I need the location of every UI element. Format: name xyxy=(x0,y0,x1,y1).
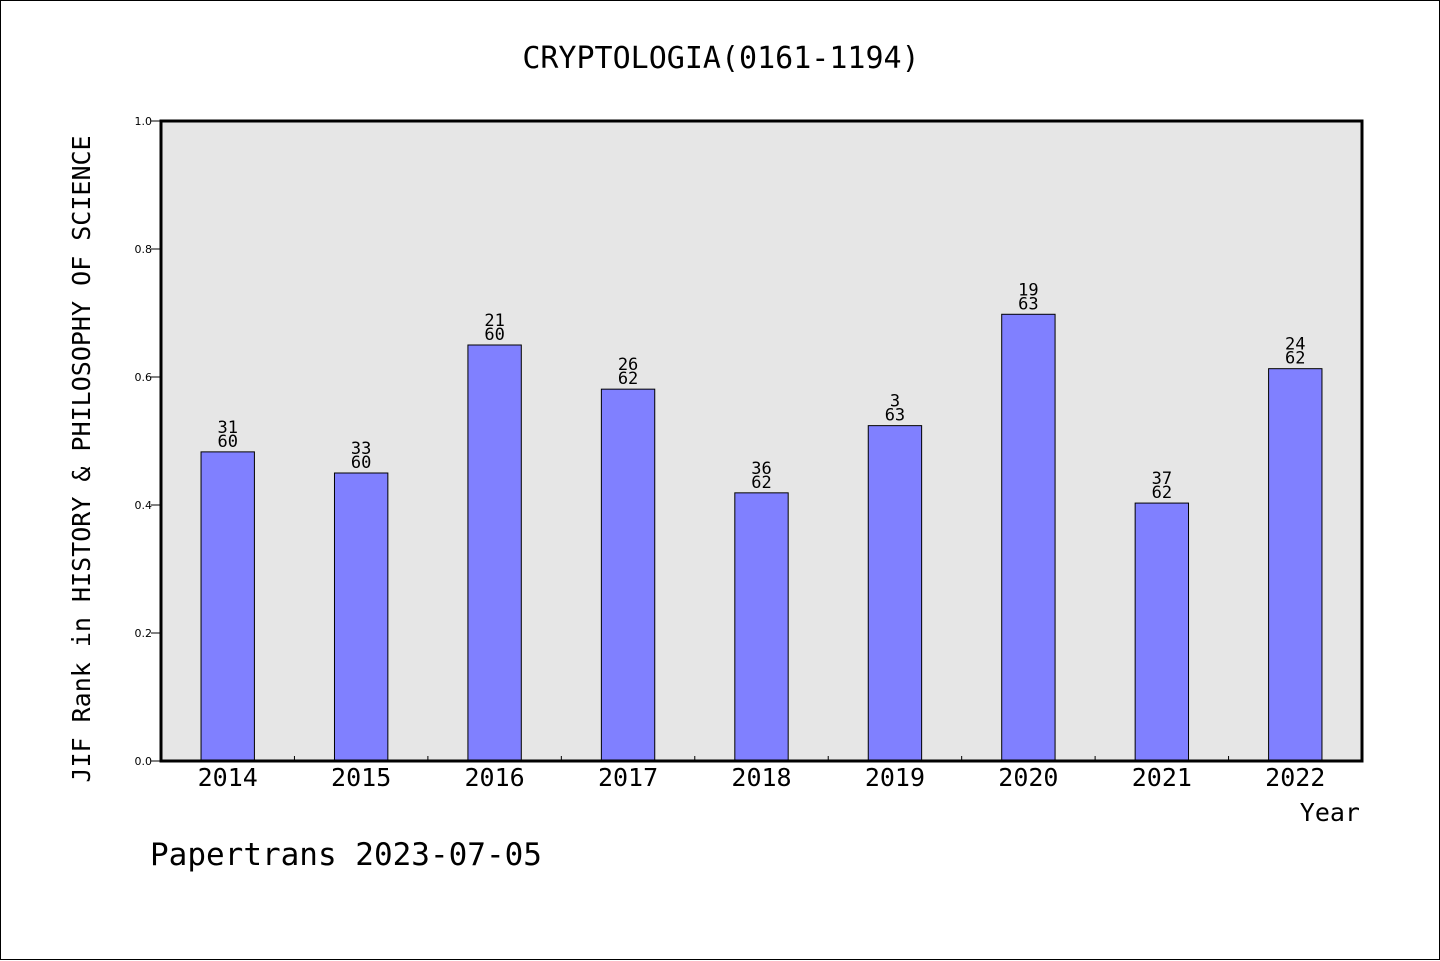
bar-2015 xyxy=(333,472,389,762)
footer-credit: Papertrans 2023-07-05 xyxy=(150,837,542,873)
y-axis: 0.0 0.2 0.4 0.6 0.8 1.0 xyxy=(135,115,161,768)
bar-label-total: 60 xyxy=(484,325,504,345)
bar-2022 xyxy=(1268,368,1323,762)
bar-label-total: 60 xyxy=(351,453,371,473)
x-tick-label: 2019 xyxy=(865,763,925,792)
x-tick-label: 2017 xyxy=(598,763,658,792)
y-tick-label: 0.0 xyxy=(135,755,153,768)
x-axis-label: Year xyxy=(1300,798,1360,827)
y-tick-label: 0.8 xyxy=(135,243,153,256)
bar-label-total: 62 xyxy=(1152,483,1172,503)
bar-label-total: 60 xyxy=(217,432,237,452)
bars-group xyxy=(200,313,1323,762)
bar-label-rank: 26 xyxy=(618,355,638,375)
bar-2014 xyxy=(200,451,255,762)
bar-2021 xyxy=(1134,502,1190,762)
x-tick-label: 2020 xyxy=(998,763,1058,792)
bar-2017 xyxy=(600,388,656,762)
y-tick-label: 0.6 xyxy=(135,371,153,384)
bar-label-rank: 36 xyxy=(751,459,771,479)
bar-label-total: 62 xyxy=(1285,349,1305,369)
x-tick-label: 2016 xyxy=(465,763,525,792)
x-tick-label: 2018 xyxy=(731,763,791,792)
chart-title: CRYPTOLOGIA(0161-1194) xyxy=(522,41,919,76)
bar-2020 xyxy=(1001,313,1056,762)
bar-label-total: 63 xyxy=(885,406,905,426)
x-tick-label: 2022 xyxy=(1265,763,1325,792)
bar-label-rank: 37 xyxy=(1152,469,1172,489)
x-tick-label: 2014 xyxy=(198,763,258,792)
bar-label-rank: 24 xyxy=(1285,335,1305,355)
bar-label-total: 62 xyxy=(751,473,771,493)
y-tick-label: 0.2 xyxy=(135,627,153,640)
y-tick-label: 1.0 xyxy=(135,115,153,128)
bar-label-total: 62 xyxy=(618,369,638,389)
x-tick-label: 2015 xyxy=(331,763,391,792)
bar-label-rank: 33 xyxy=(351,439,371,459)
bar-2019 xyxy=(867,425,923,762)
y-tick-label: 0.4 xyxy=(135,499,153,512)
bar-2018 xyxy=(734,492,789,762)
x-axis: 2014 2015 2016 2017 2018 2019 2020 2021 2022 xyxy=(198,756,1325,792)
bar-label-rank: 3 xyxy=(890,392,900,412)
bar-2016 xyxy=(467,344,522,762)
plot-border xyxy=(159,119,1364,763)
y-axis-label: JIF Rank in HISTORY & PHILOSOPHY OF SCIE… xyxy=(67,135,96,782)
bar-label-rank: 31 xyxy=(217,418,237,438)
bar-label-total: 63 xyxy=(1018,294,1038,314)
bar-label-rank: 19 xyxy=(1018,280,1038,300)
bar-label-rank: 21 xyxy=(484,311,504,331)
x-tick-label: 2021 xyxy=(1132,763,1192,792)
